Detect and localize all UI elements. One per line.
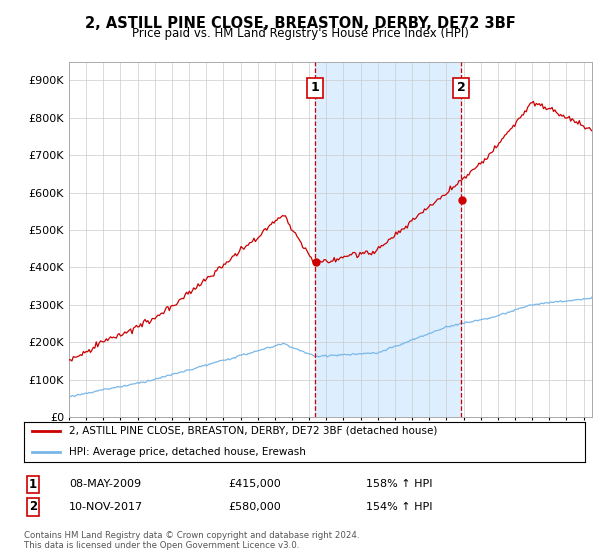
Text: 1: 1 (29, 478, 37, 491)
Text: HPI: Average price, detached house, Erewash: HPI: Average price, detached house, Erew… (69, 447, 306, 457)
Text: £415,000: £415,000 (228, 479, 281, 489)
Text: 10-NOV-2017: 10-NOV-2017 (69, 502, 143, 512)
Text: 154% ↑ HPI: 154% ↑ HPI (366, 502, 433, 512)
Text: 2, ASTILL PINE CLOSE, BREASTON, DERBY, DE72 3BF (detached house): 2, ASTILL PINE CLOSE, BREASTON, DERBY, D… (69, 426, 437, 436)
Text: Contains HM Land Registry data © Crown copyright and database right 2024.
This d: Contains HM Land Registry data © Crown c… (24, 530, 359, 550)
Text: 2, ASTILL PINE CLOSE, BREASTON, DERBY, DE72 3BF: 2, ASTILL PINE CLOSE, BREASTON, DERBY, D… (85, 16, 515, 31)
Text: £580,000: £580,000 (228, 502, 281, 512)
Text: 2: 2 (457, 81, 466, 94)
Text: 158% ↑ HPI: 158% ↑ HPI (366, 479, 433, 489)
Bar (316, 62, 461, 417)
Text: 2: 2 (29, 500, 37, 514)
Text: 1: 1 (311, 81, 320, 94)
Text: 08-MAY-2009: 08-MAY-2009 (69, 479, 141, 489)
Text: Price paid vs. HM Land Registry's House Price Index (HPI): Price paid vs. HM Land Registry's House … (131, 27, 469, 40)
